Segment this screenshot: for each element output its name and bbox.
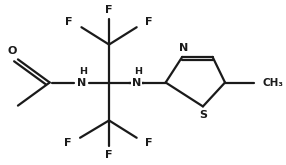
Text: CH₃: CH₃ [262,78,283,87]
Text: S: S [199,111,207,120]
Text: F: F [105,150,113,160]
Text: N: N [132,78,141,87]
Text: F: F [105,5,113,15]
Text: F: F [64,138,72,148]
Text: F: F [145,17,153,27]
Text: F: F [65,17,73,27]
Text: N: N [179,43,188,53]
Text: H: H [79,67,87,76]
Text: N: N [77,78,86,87]
Text: H: H [134,67,142,76]
Text: F: F [145,138,153,148]
Text: O: O [8,46,17,56]
